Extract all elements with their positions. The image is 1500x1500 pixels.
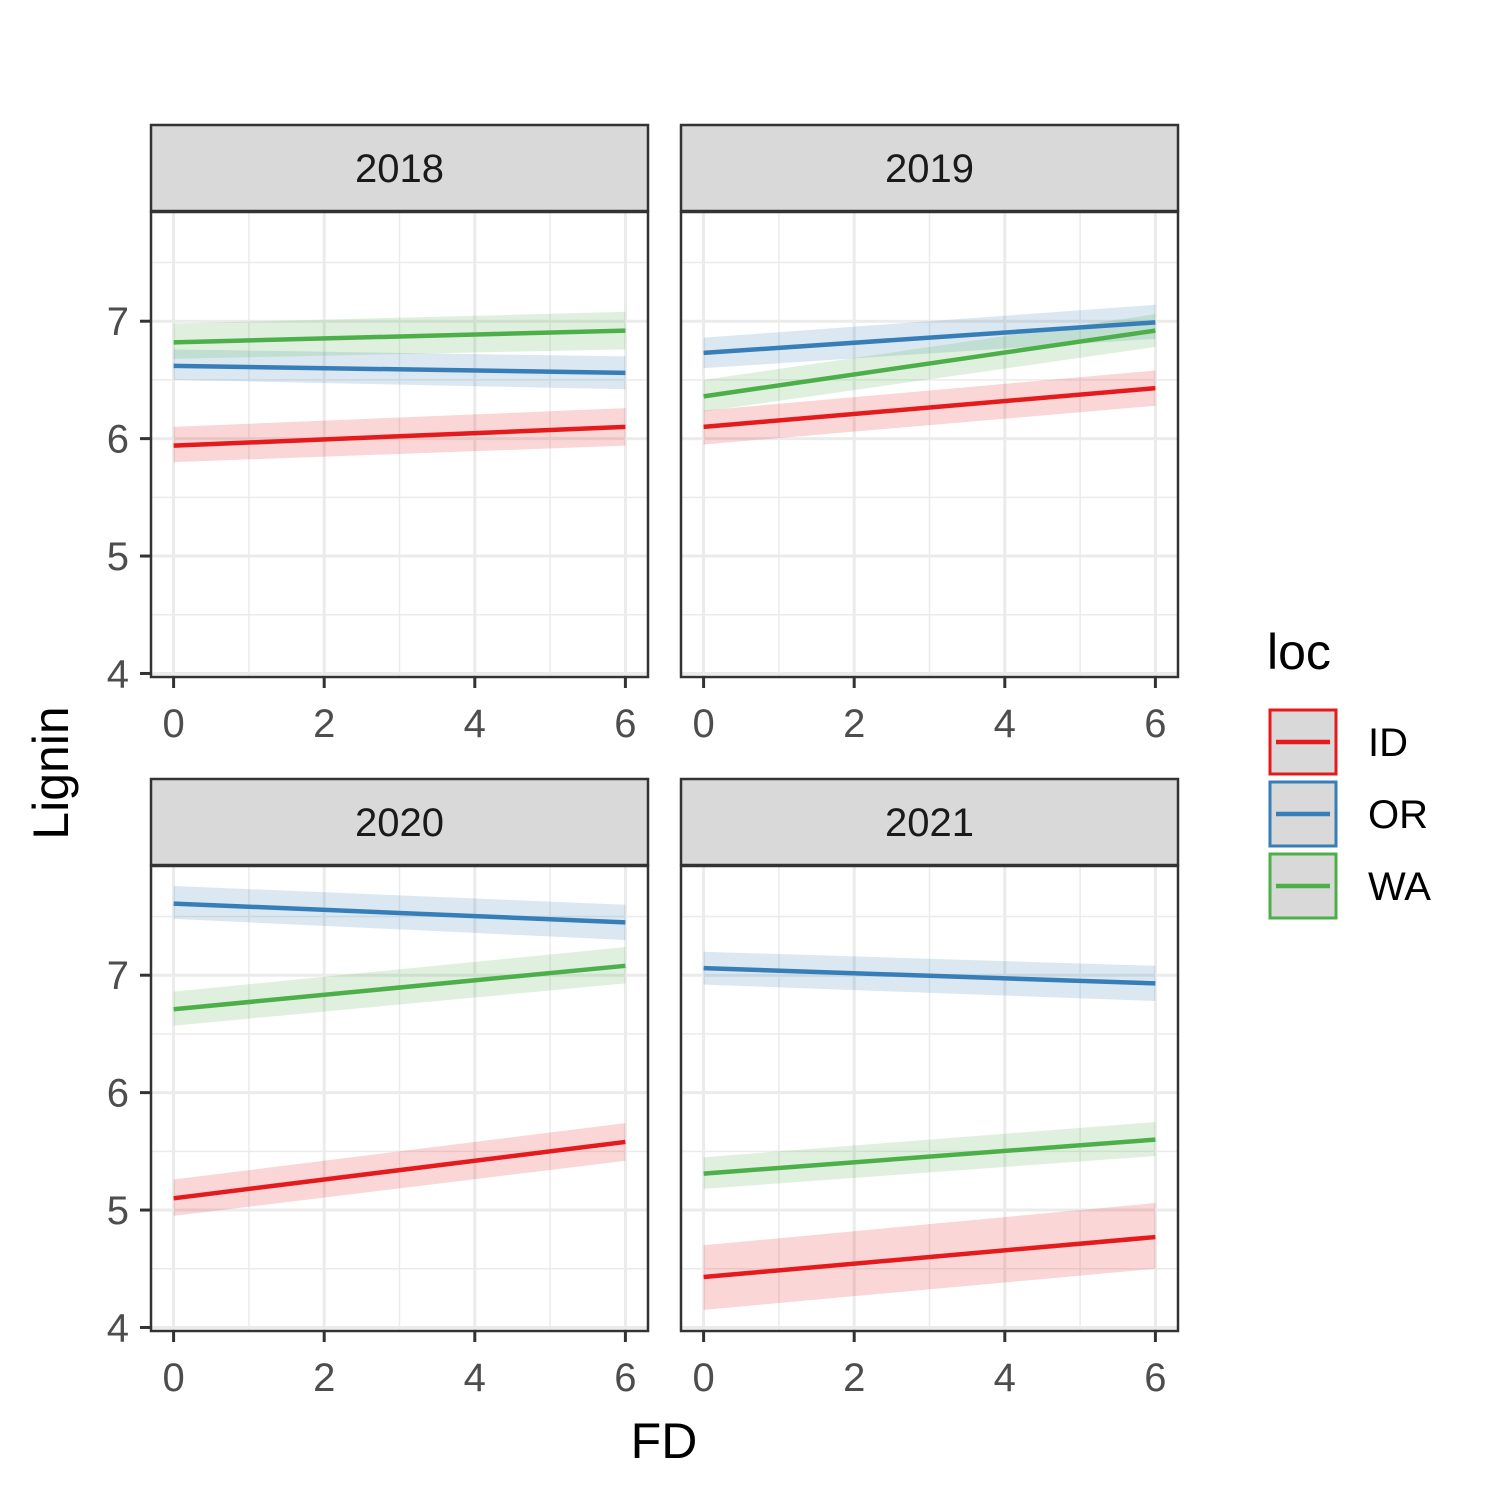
x-tick-label: 2 [843, 1356, 865, 1400]
x-tick-label: 2 [313, 702, 335, 746]
x-tick-label: 0 [692, 1356, 714, 1400]
x-tick-label: 6 [1144, 1356, 1166, 1400]
facet-strip [679, 123, 1180, 213]
x-tick-label: 4 [464, 1356, 486, 1400]
panel-border [149, 210, 650, 679]
gridlines [681, 866, 1178, 1331]
series-line-WA [703, 328, 1156, 399]
y-tick-label: 7 [107, 300, 129, 344]
legend: loc ID OR WA [1267, 624, 1431, 920]
facet-strip [149, 123, 650, 213]
legend-label: OR [1368, 793, 1428, 837]
series-line-WA [173, 963, 626, 1012]
panel-2018: 2018 0 2 4 6 4 5 6 7 [107, 123, 650, 746]
legend-key-ID: ID [1268, 708, 1408, 776]
x-tick-label: 4 [994, 702, 1016, 746]
legend-key-OR: OR [1268, 780, 1428, 848]
x-tick-label: 6 [614, 1356, 636, 1400]
x-axis-title: FD [631, 1413, 698, 1469]
panel-2020: 2020 0 2 4 6 4 5 6 7 [107, 777, 650, 1400]
panel-data [703, 951, 1156, 1310]
facet-panels: 2018 0 2 4 6 4 5 6 7 2019 0 2 4 6 2020 0 2 4 6 4 5 6 7 2021 0 2 4 6 [107, 123, 1180, 1400]
series-line-OR [173, 901, 626, 925]
series-line-OR [703, 965, 1156, 986]
y-axis-title: Lignin [23, 706, 79, 839]
y-tick-label: 6 [107, 1072, 129, 1116]
facet-strip [679, 777, 1180, 867]
x-tick-label: 2 [843, 702, 865, 746]
series-line-WA [703, 1137, 1156, 1176]
gridlines [681, 212, 1178, 677]
series-line-ID [703, 385, 1156, 430]
x-tick-label: 0 [162, 702, 184, 746]
gridlines [151, 866, 648, 1331]
legend-key-WA: WA [1268, 852, 1431, 920]
panel-border [679, 210, 1180, 679]
x-tick-label: 6 [1144, 702, 1166, 746]
series-line-ID [173, 424, 626, 448]
y-tick-label: 6 [107, 418, 129, 462]
legend-title: loc [1267, 624, 1331, 680]
legend-label: WA [1368, 865, 1431, 909]
facet-strip [149, 777, 650, 867]
legend-label: ID [1368, 721, 1408, 765]
facet-strip-label: 2021 [885, 801, 974, 845]
y-tick-label: 4 [107, 652, 129, 696]
panel-2019: 2019 0 2 4 6 [679, 123, 1180, 746]
facet-strip-label: 2018 [355, 147, 444, 191]
panel-border [149, 864, 650, 1333]
panel-data [703, 304, 1156, 445]
facet-strip-label: 2020 [355, 801, 444, 845]
panel-2021: 2021 0 2 4 6 [679, 777, 1180, 1400]
y-tick-label: 4 [107, 1306, 129, 1350]
series-line-ID [703, 1234, 1156, 1280]
x-tick-label: 2 [313, 1356, 335, 1400]
facet-strip-label: 2019 [885, 147, 974, 191]
y-tick-label: 5 [107, 1189, 129, 1233]
y-tick-label: 7 [107, 954, 129, 998]
x-tick-label: 0 [162, 1356, 184, 1400]
x-tick-label: 0 [692, 702, 714, 746]
panel-border [679, 864, 1180, 1333]
series-line-ID [173, 1139, 626, 1201]
panel-data [173, 311, 626, 463]
x-tick-label: 6 [614, 702, 636, 746]
series-line-WA [173, 328, 626, 345]
panel-data [173, 885, 626, 1216]
series-line-OR [173, 363, 626, 376]
x-tick-label: 4 [464, 702, 486, 746]
y-tick-label: 5 [107, 535, 129, 579]
series-line-OR [703, 320, 1156, 356]
x-tick-label: 4 [994, 1356, 1016, 1400]
